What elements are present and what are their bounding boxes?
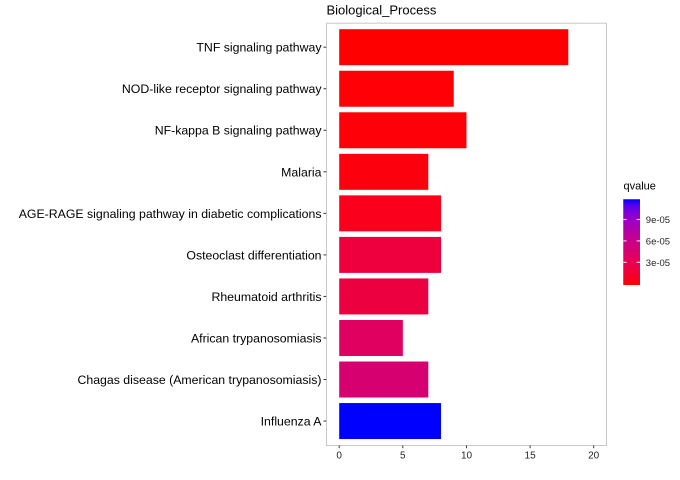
- svg-text:6e-05: 6e-05: [646, 236, 670, 247]
- svg-text:5: 5: [400, 450, 406, 461]
- svg-text:TNF signaling pathway: TNF signaling pathway: [196, 41, 322, 55]
- svg-text:Biological_Process: Biological_Process: [327, 2, 437, 17]
- svg-text:15: 15: [525, 450, 537, 461]
- svg-text:NOD-like receptor signaling pa: NOD-like receptor signaling pathway: [122, 82, 322, 96]
- svg-text:AGE-RAGE signaling pathway in: AGE-RAGE signaling pathway in diabetic c…: [19, 207, 322, 221]
- svg-text:Rheumatoid arthritis: Rheumatoid arthritis: [211, 290, 321, 304]
- svg-text:qvalue: qvalue: [624, 180, 656, 192]
- svg-text:0: 0: [336, 450, 342, 461]
- svg-text:20: 20: [588, 450, 600, 461]
- svg-text:African trypanosomiasis: African trypanosomiasis: [191, 331, 322, 345]
- svg-text:Osteoclast differentiation: Osteoclast differentiation: [186, 248, 321, 262]
- svg-text:NF-kappa B signaling pathway: NF-kappa B signaling pathway: [155, 124, 323, 138]
- svg-text:10: 10: [461, 450, 473, 461]
- svg-text:Chagas disease (American trypa: Chagas disease (American trypanosomiasis…: [78, 373, 322, 387]
- svg-text:Malaria: Malaria: [281, 165, 321, 179]
- svg-text:Influenza A: Influenza A: [261, 415, 323, 429]
- svg-text:9e-05: 9e-05: [646, 215, 670, 226]
- svg-text:3e-05: 3e-05: [646, 258, 670, 269]
